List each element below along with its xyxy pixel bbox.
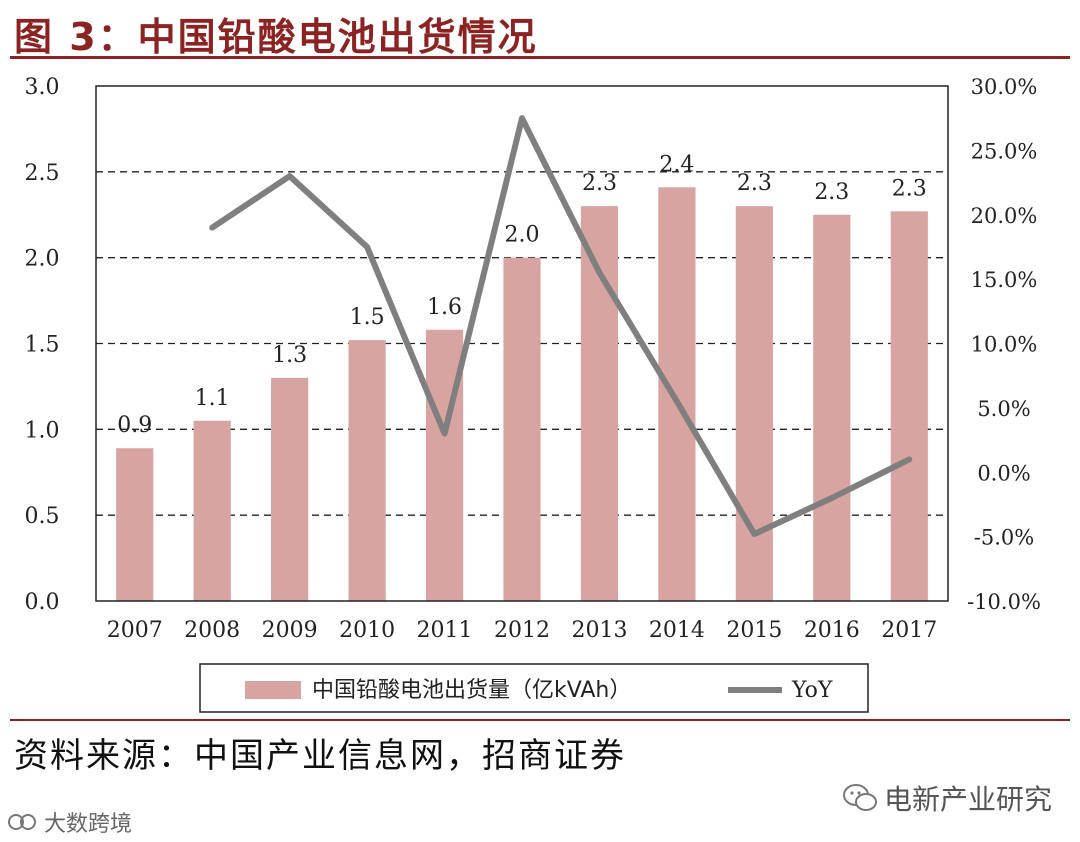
x-tick-label: 2017 bbox=[881, 618, 937, 643]
y-right-tick-label: 20.0% bbox=[971, 204, 1038, 228]
bar-2013 bbox=[580, 206, 619, 601]
x-tick-label: 2015 bbox=[726, 618, 782, 643]
bar-2015 bbox=[735, 206, 773, 601]
legend-label-line: YoY bbox=[791, 678, 833, 703]
bar-series bbox=[116, 187, 928, 602]
bar-data-label: 1.1 bbox=[195, 386, 230, 411]
x-tick-label: 2016 bbox=[804, 618, 860, 643]
watermark-right-text: 电新产业研究 bbox=[884, 783, 1053, 816]
x-tick-label: 2009 bbox=[262, 618, 318, 643]
legend-swatch-bar bbox=[245, 681, 301, 699]
legend: 中国铅酸电池出货量（亿kVAh） YoY bbox=[199, 663, 869, 713]
bar-2017 bbox=[890, 211, 928, 602]
y-left-tick-label: 0.0 bbox=[25, 590, 60, 615]
bar-data-label: 2.4 bbox=[659, 152, 694, 177]
x-tick-label: 2007 bbox=[107, 618, 163, 643]
bar-data-label: 2.3 bbox=[737, 171, 772, 196]
y-right-tick-label: 15.0% bbox=[971, 268, 1038, 292]
watermark-left-text: 大数跨境 bbox=[44, 812, 133, 837]
line-series bbox=[209, 115, 913, 538]
labels: 0.9 1.1 1.3 1.5 1.6 2.0 2.3 2.4 2.3 2.3 2.3 bbox=[117, 152, 927, 438]
title-divider bbox=[10, 56, 1070, 59]
bar-data-label: 1.6 bbox=[427, 295, 462, 320]
x-tick-label: 2010 bbox=[339, 618, 395, 643]
bar-data-label: 0.9 bbox=[117, 413, 152, 438]
bar-data-label: 2.3 bbox=[582, 171, 617, 196]
plot-frame bbox=[95, 85, 949, 602]
y-right-tick-label: 25.0% bbox=[971, 139, 1038, 163]
brand-logo-icon bbox=[8, 814, 36, 830]
y-right-tick-label: -10.0% bbox=[967, 590, 1041, 614]
y-right-tick-label: 5.0% bbox=[977, 397, 1030, 421]
bar-2012 bbox=[503, 257, 541, 601]
x-tick-label: 2011 bbox=[417, 618, 473, 643]
chart: 0.0 0.5 1.0 1.5 2.0 2.5 3.0 -10.0% -5.0% 0.0% 5.0%… bbox=[25, 75, 1041, 713]
y-left-tick-label: 2.0 bbox=[25, 247, 60, 272]
page-title: 图 3：中国铅酸电池出货情况 bbox=[14, 15, 538, 59]
bar-data-label: 1.3 bbox=[272, 343, 307, 368]
x-tick-label: 2013 bbox=[571, 618, 627, 643]
bar-data-label: 1.5 bbox=[350, 305, 385, 330]
bar-2007 bbox=[116, 448, 154, 601]
x-tick-label: 2014 bbox=[649, 618, 705, 643]
y-left-tick-label: 2.5 bbox=[25, 161, 60, 186]
bar-2016 bbox=[813, 214, 851, 601]
watermark-left: 大数跨境 bbox=[8, 806, 132, 838]
footer-divider bbox=[10, 719, 1070, 721]
bar-data-label: 2.3 bbox=[814, 180, 849, 205]
y-left-tick-label: 0.5 bbox=[25, 504, 60, 529]
x-tick-label: 2008 bbox=[184, 618, 240, 643]
bar-data-label: 2.3 bbox=[892, 176, 927, 201]
y-right-tick-label: 0.0% bbox=[977, 461, 1030, 485]
axes: 0.0 0.5 1.0 1.5 2.0 2.5 3.0 -10.0% -5.0% 0.0% 5.0%… bbox=[25, 75, 1041, 643]
bar-2010 bbox=[348, 340, 386, 601]
y-left-tick-label: 3.0 bbox=[25, 75, 60, 100]
wechat-icon bbox=[843, 784, 877, 811]
watermark-right: 电新产业研究 bbox=[842, 778, 1052, 818]
x-tick-label: 2012 bbox=[494, 618, 550, 643]
bar-2008 bbox=[193, 420, 231, 601]
bar-data-label: 2.0 bbox=[505, 223, 540, 248]
bar-2009 bbox=[271, 377, 309, 601]
legend-label-bar: 中国铅酸电池出货量（亿kVAh） bbox=[312, 678, 631, 703]
y-right-tick-label: 10.0% bbox=[971, 333, 1038, 357]
yoy-line bbox=[209, 115, 913, 538]
source-note: 资料来源：中国产业信息网，招商证券 bbox=[14, 736, 626, 776]
y-right-tick-label: -5.0% bbox=[974, 526, 1034, 550]
bar-2014 bbox=[658, 187, 696, 601]
y-left-tick-label: 1.0 bbox=[25, 418, 60, 443]
y-left-tick-label: 1.5 bbox=[25, 333, 60, 358]
y-right-tick-label: 30.0% bbox=[971, 75, 1038, 99]
